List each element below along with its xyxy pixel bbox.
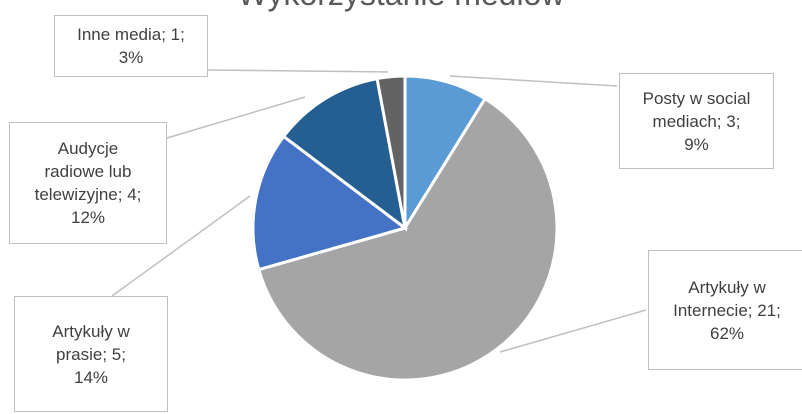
data-label-artykuly-internet: Artykuły w Internecie; 21; 62% bbox=[648, 250, 802, 370]
pie-slice-inne-media bbox=[375, 74, 407, 229]
pie-slice-artykuly-internet bbox=[256, 96, 559, 382]
data-label-posty: Posty w social mediach; 3; 9% bbox=[619, 73, 774, 169]
leader-line bbox=[449, 75, 618, 87]
data-label-inne-media: Inne media; 1; 3% bbox=[54, 15, 208, 77]
leader-lines bbox=[111, 69, 647, 353]
pie-slice-posty bbox=[403, 74, 488, 234]
leader-line bbox=[207, 69, 389, 73]
leader-line bbox=[499, 309, 647, 353]
pie-slices bbox=[251, 74, 559, 382]
data-label-audycje: Audycje radiowe lub telewizyjne; 4; 12% bbox=[9, 122, 167, 244]
data-label-artykuly-prasa: Artykuły w prasie; 5; 14% bbox=[14, 296, 168, 412]
leader-line bbox=[111, 195, 251, 297]
pie-slice-artykuly-prasa bbox=[251, 134, 409, 272]
leader-line bbox=[166, 96, 306, 139]
pie-slice-audycje bbox=[281, 76, 408, 232]
